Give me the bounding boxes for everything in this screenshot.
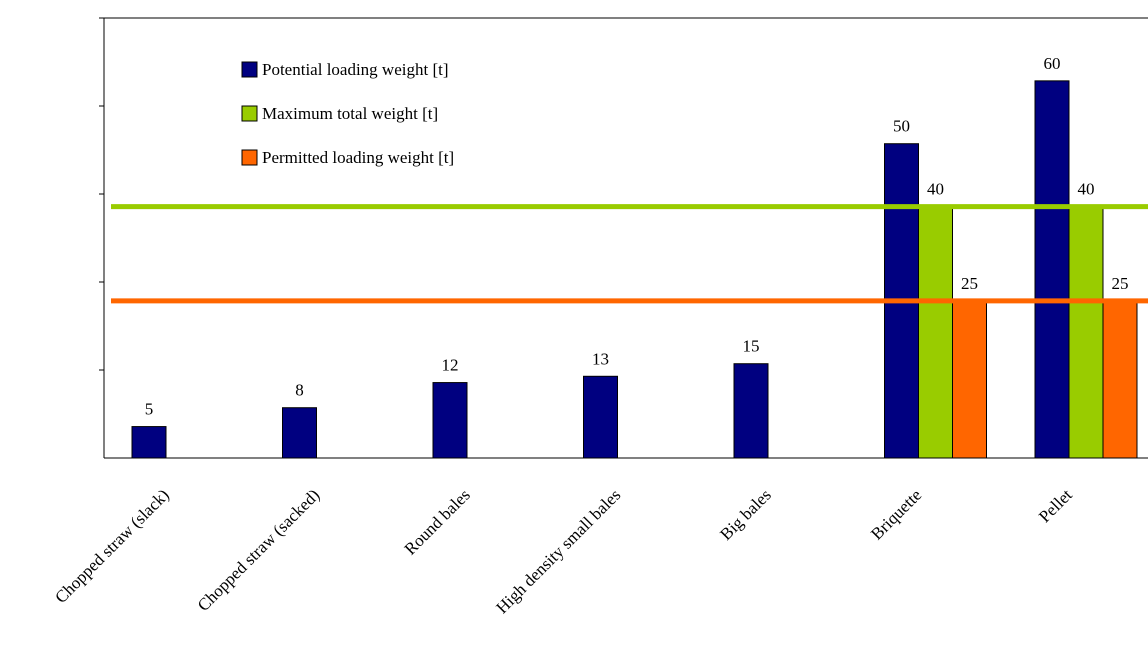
legend-entry: Potential loading weight [t] (262, 60, 449, 79)
legend-swatch (241, 105, 258, 122)
bar (282, 407, 317, 459)
data-label: 12 (442, 356, 459, 375)
x-tick-label: Pellet (1035, 485, 1076, 526)
bar (733, 363, 769, 459)
data-label: 25 (961, 274, 978, 293)
legend-entry: Permitted loading weight [t] (262, 148, 454, 167)
data-label: 13 (592, 349, 609, 368)
bar (1068, 206, 1104, 459)
bars-layer (131, 80, 1138, 459)
x-tick-label: Chopped straw (slack) (51, 485, 173, 607)
x-tick-label: High density small bales (492, 485, 624, 617)
data-label: 50 (893, 117, 910, 136)
bar (583, 375, 618, 459)
bar (432, 382, 468, 459)
bar (131, 426, 167, 459)
reference-lines-layer (111, 204, 1148, 304)
legend-swatch (241, 61, 258, 78)
bar (1102, 300, 1138, 459)
bar (1034, 80, 1070, 459)
data-label: 60 (1044, 54, 1061, 73)
x-tick-labels-layer: Chopped straw (slack) Chopped straw (sack… (51, 485, 1076, 617)
bar (918, 206, 953, 459)
x-tick-label: Briquette (867, 485, 925, 543)
bar (952, 300, 987, 459)
plot-frame (99, 17, 1148, 458)
data-label: 8 (295, 381, 304, 400)
data-label: 25 (1112, 274, 1129, 293)
legend-swatch (241, 149, 258, 166)
x-tick-label: Big bales (716, 485, 775, 544)
data-label: 5 (145, 400, 154, 419)
value-labels-layer: 5 8 12 13 15 50 40 25 60 40 25 (145, 54, 1129, 419)
x-tick-label: Chopped straw (sacked) (194, 485, 324, 615)
legend-entry: Maximum total weight [t] (262, 104, 438, 123)
legend: Potential loading weight [t] Maximum tota… (241, 60, 454, 167)
x-tick-label: Round bales (401, 485, 474, 558)
data-label: 15 (743, 337, 760, 356)
data-label: 40 (1078, 180, 1095, 199)
data-label: 40 (927, 180, 944, 199)
